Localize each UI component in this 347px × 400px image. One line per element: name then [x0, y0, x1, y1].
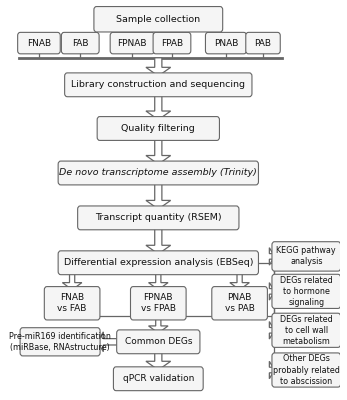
Text: DEGs related
to cell wall
metabolism: DEGs related to cell wall metabolism — [280, 315, 333, 346]
Text: qPCR validation: qPCR validation — [122, 374, 194, 383]
Polygon shape — [98, 332, 119, 352]
FancyBboxPatch shape — [94, 6, 223, 32]
FancyBboxPatch shape — [113, 367, 203, 391]
Polygon shape — [269, 322, 274, 339]
FancyBboxPatch shape — [110, 32, 154, 54]
FancyBboxPatch shape — [272, 274, 340, 308]
Text: Quality filtering: Quality filtering — [121, 124, 195, 133]
FancyBboxPatch shape — [65, 73, 252, 97]
FancyBboxPatch shape — [205, 32, 246, 54]
Text: Library construction and sequencing: Library construction and sequencing — [71, 80, 245, 89]
Polygon shape — [269, 361, 274, 379]
Polygon shape — [149, 272, 168, 290]
FancyBboxPatch shape — [246, 32, 280, 54]
FancyBboxPatch shape — [20, 328, 100, 356]
Text: FNAB: FNAB — [27, 38, 51, 48]
Text: FPNAB: FPNAB — [118, 38, 147, 48]
Text: Transcript quantity (RSEM): Transcript quantity (RSEM) — [95, 213, 222, 222]
Polygon shape — [230, 272, 249, 290]
Text: FPAB: FPAB — [161, 38, 183, 48]
FancyBboxPatch shape — [78, 206, 239, 230]
Text: PAB: PAB — [254, 38, 271, 48]
FancyBboxPatch shape — [153, 32, 191, 54]
FancyBboxPatch shape — [97, 116, 219, 140]
Text: Sample collection: Sample collection — [116, 15, 200, 24]
Polygon shape — [146, 137, 171, 164]
FancyBboxPatch shape — [117, 330, 200, 354]
Text: Pre-miR169 identification
(miRBase, RNAstructure): Pre-miR169 identification (miRBase, RNAs… — [9, 332, 111, 352]
FancyBboxPatch shape — [272, 242, 340, 271]
Polygon shape — [62, 272, 82, 290]
FancyBboxPatch shape — [44, 286, 100, 320]
FancyBboxPatch shape — [61, 32, 99, 54]
Polygon shape — [146, 227, 171, 254]
FancyBboxPatch shape — [58, 161, 259, 185]
Polygon shape — [146, 58, 171, 76]
Polygon shape — [269, 283, 274, 300]
FancyBboxPatch shape — [212, 286, 268, 320]
Text: FNAB
vs FAB: FNAB vs FAB — [58, 293, 87, 313]
Text: PNAB
vs PAB: PNAB vs PAB — [225, 293, 255, 313]
FancyBboxPatch shape — [130, 286, 186, 320]
FancyBboxPatch shape — [272, 313, 340, 347]
Text: KEGG pathway
analysis: KEGG pathway analysis — [277, 246, 336, 266]
Polygon shape — [149, 316, 168, 333]
Text: Differential expression analysis (EBSeq): Differential expression analysis (EBSeq) — [64, 258, 253, 267]
Text: Other DEGs
probably related
to abscission: Other DEGs probably related to abscissio… — [273, 354, 340, 386]
Polygon shape — [146, 182, 171, 209]
Text: DEGs related
to hormone
signaling: DEGs related to hormone signaling — [280, 276, 333, 307]
Text: FAB: FAB — [72, 38, 88, 48]
Polygon shape — [269, 248, 274, 265]
Text: PNAB: PNAB — [214, 38, 238, 48]
FancyBboxPatch shape — [18, 32, 60, 54]
FancyBboxPatch shape — [58, 251, 259, 275]
Text: Common DEGs: Common DEGs — [125, 337, 192, 346]
FancyBboxPatch shape — [272, 353, 340, 387]
Polygon shape — [146, 350, 171, 370]
Text: De novo transcriptome assembly (Trinity): De novo transcriptome assembly (Trinity) — [59, 168, 257, 178]
Polygon shape — [146, 94, 171, 120]
Text: FPNAB
vs FPAB: FPNAB vs FPAB — [141, 293, 176, 313]
